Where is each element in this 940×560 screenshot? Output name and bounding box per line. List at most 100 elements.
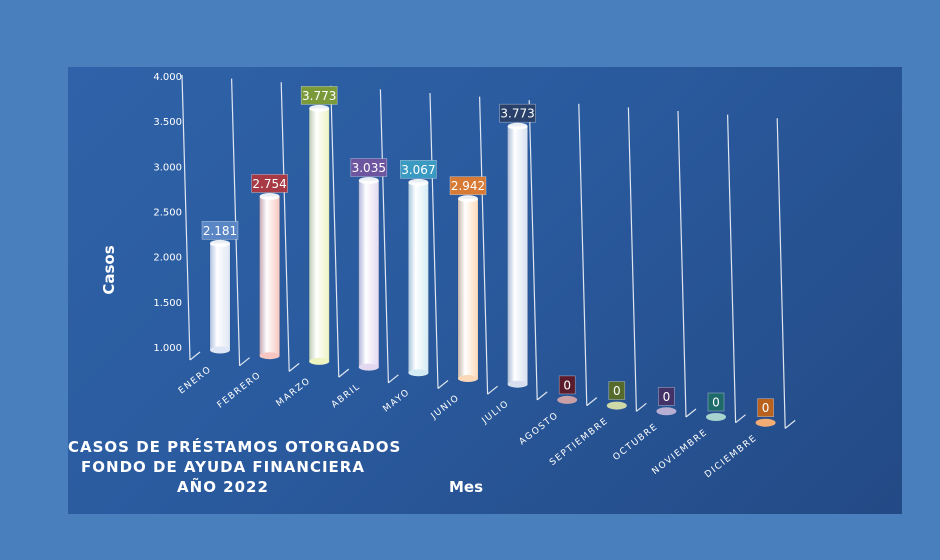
y-tick-label: 4.000	[153, 72, 182, 83]
bar-top	[458, 195, 478, 203]
title-line-3: AÑO 2022	[177, 478, 269, 496]
gridline	[280, 82, 290, 372]
data-label: 2.754	[252, 177, 286, 191]
title-line-1: CASOS DE PRÉSTAMOS OTORGADOS	[68, 438, 402, 456]
x-tick-label: DICIEMBRE	[703, 433, 759, 480]
data-label-box	[300, 86, 338, 105]
data-label: 3.773	[500, 107, 534, 121]
data-label-box	[558, 375, 576, 395]
bar-top	[507, 122, 528, 130]
gridline	[181, 74, 191, 361]
bar-zero-disc	[656, 407, 677, 416]
data-label-box	[707, 392, 725, 412]
y-tick-label: 1.000	[153, 343, 182, 354]
data-label: 0	[712, 396, 720, 410]
chart-panel: 1.000 1.500 2.000 2.500 3.000 3.500 4.000 2.18…	[68, 67, 902, 514]
data-label-box	[499, 103, 536, 123]
data-label: 0	[663, 390, 671, 404]
bar-base	[358, 363, 379, 371]
bar-top	[358, 177, 379, 185]
x-tick-label: ENERO	[177, 364, 214, 396]
gridline-floor	[437, 380, 449, 389]
bar	[209, 242, 231, 351]
bar	[358, 180, 380, 368]
x-tick-label: OCTUBRE	[611, 422, 660, 463]
gridline-floor	[487, 385, 498, 395]
data-label-box	[449, 176, 487, 195]
gridline-floor	[685, 408, 697, 418]
bar-top	[408, 178, 429, 186]
bar	[407, 181, 429, 374]
gridline-floor	[189, 351, 201, 361]
gridline-floor	[536, 391, 548, 401]
gridline-floor	[735, 414, 746, 424]
y-tick-label: 3.000	[153, 162, 182, 173]
x-tick-label: AGOSTO	[518, 410, 561, 447]
y-tick-label: 2.500	[153, 208, 182, 219]
x-tick-label: JULIO	[480, 399, 512, 427]
bar-zero-disc	[755, 418, 776, 427]
gridline-floor	[338, 368, 350, 378]
bar-zero-disc	[557, 395, 578, 404]
x-tick-label: FEBRERO	[216, 370, 264, 410]
gridline	[627, 107, 637, 412]
data-label-box	[757, 398, 774, 418]
bar-zero-disc	[606, 401, 627, 410]
data-label-box	[201, 221, 239, 240]
bar	[507, 125, 529, 385]
bar-chart: 1.000 1.500 2.000 2.500 3.000 3.500 4.000 2.18…	[100, 72, 796, 496]
gridline-floor	[288, 362, 300, 372]
gridline	[429, 92, 439, 389]
gridline-floor	[636, 402, 647, 412]
data-label: 0	[762, 401, 770, 415]
y-tick-label: 2.000	[153, 253, 182, 264]
bar-base	[507, 380, 528, 388]
gridline-floor	[784, 419, 796, 429]
bar-top	[210, 239, 230, 247]
x-axis-label: Mes	[449, 478, 483, 496]
data-label: 3.035	[352, 161, 386, 175]
bar-top	[309, 104, 330, 112]
x-tick-label: MARZO	[275, 376, 313, 409]
bar	[457, 198, 479, 379]
bar-base	[458, 375, 478, 382]
gridline	[578, 103, 588, 406]
bar-zero-disc	[706, 413, 726, 421]
gridline	[677, 110, 687, 418]
data-label: 0	[613, 384, 621, 398]
data-label-box	[658, 386, 675, 406]
y-tick-label: 1.500	[153, 298, 182, 309]
bar	[308, 107, 330, 362]
x-tick-label: NOVIEMBRE	[650, 427, 709, 476]
y-tick-label: 3.500	[153, 117, 182, 128]
data-label: 2.942	[451, 179, 485, 193]
title-line-2: FONDO DE AYUDA FINANCIERA	[81, 458, 365, 476]
data-label: 3.067	[401, 163, 435, 177]
x-tick-label: ABRIL	[330, 382, 363, 411]
y-axis-label: Casos	[100, 245, 118, 294]
gridline	[379, 89, 389, 383]
bar-base	[210, 346, 230, 354]
gridline-floor	[586, 397, 598, 407]
bar-base	[408, 369, 429, 377]
gridline	[528, 100, 538, 400]
gridline-floor	[388, 374, 399, 384]
data-label: 0	[563, 378, 571, 392]
bar-base	[259, 352, 280, 360]
gridline	[330, 85, 340, 378]
data-label-box	[400, 160, 437, 179]
chart-title: CASOS DE PRÉSTAMOS OTORGADOS FONDO DE AY…	[68, 437, 402, 497]
gridline	[479, 96, 489, 395]
x-tick-label: MAYO	[381, 387, 412, 414]
x-tick-label: JUNIO	[429, 393, 462, 422]
data-label-box	[350, 158, 388, 177]
data-label-box	[251, 174, 288, 193]
bar	[259, 195, 281, 357]
bar-base	[309, 357, 330, 365]
bar-top	[259, 192, 280, 200]
data-label: 2.181	[203, 224, 237, 238]
gridline-floor	[239, 357, 250, 367]
gridline	[776, 118, 786, 429]
x-tick-label: SEPTIEMBRE	[548, 416, 611, 468]
data-label-box	[608, 381, 626, 400]
